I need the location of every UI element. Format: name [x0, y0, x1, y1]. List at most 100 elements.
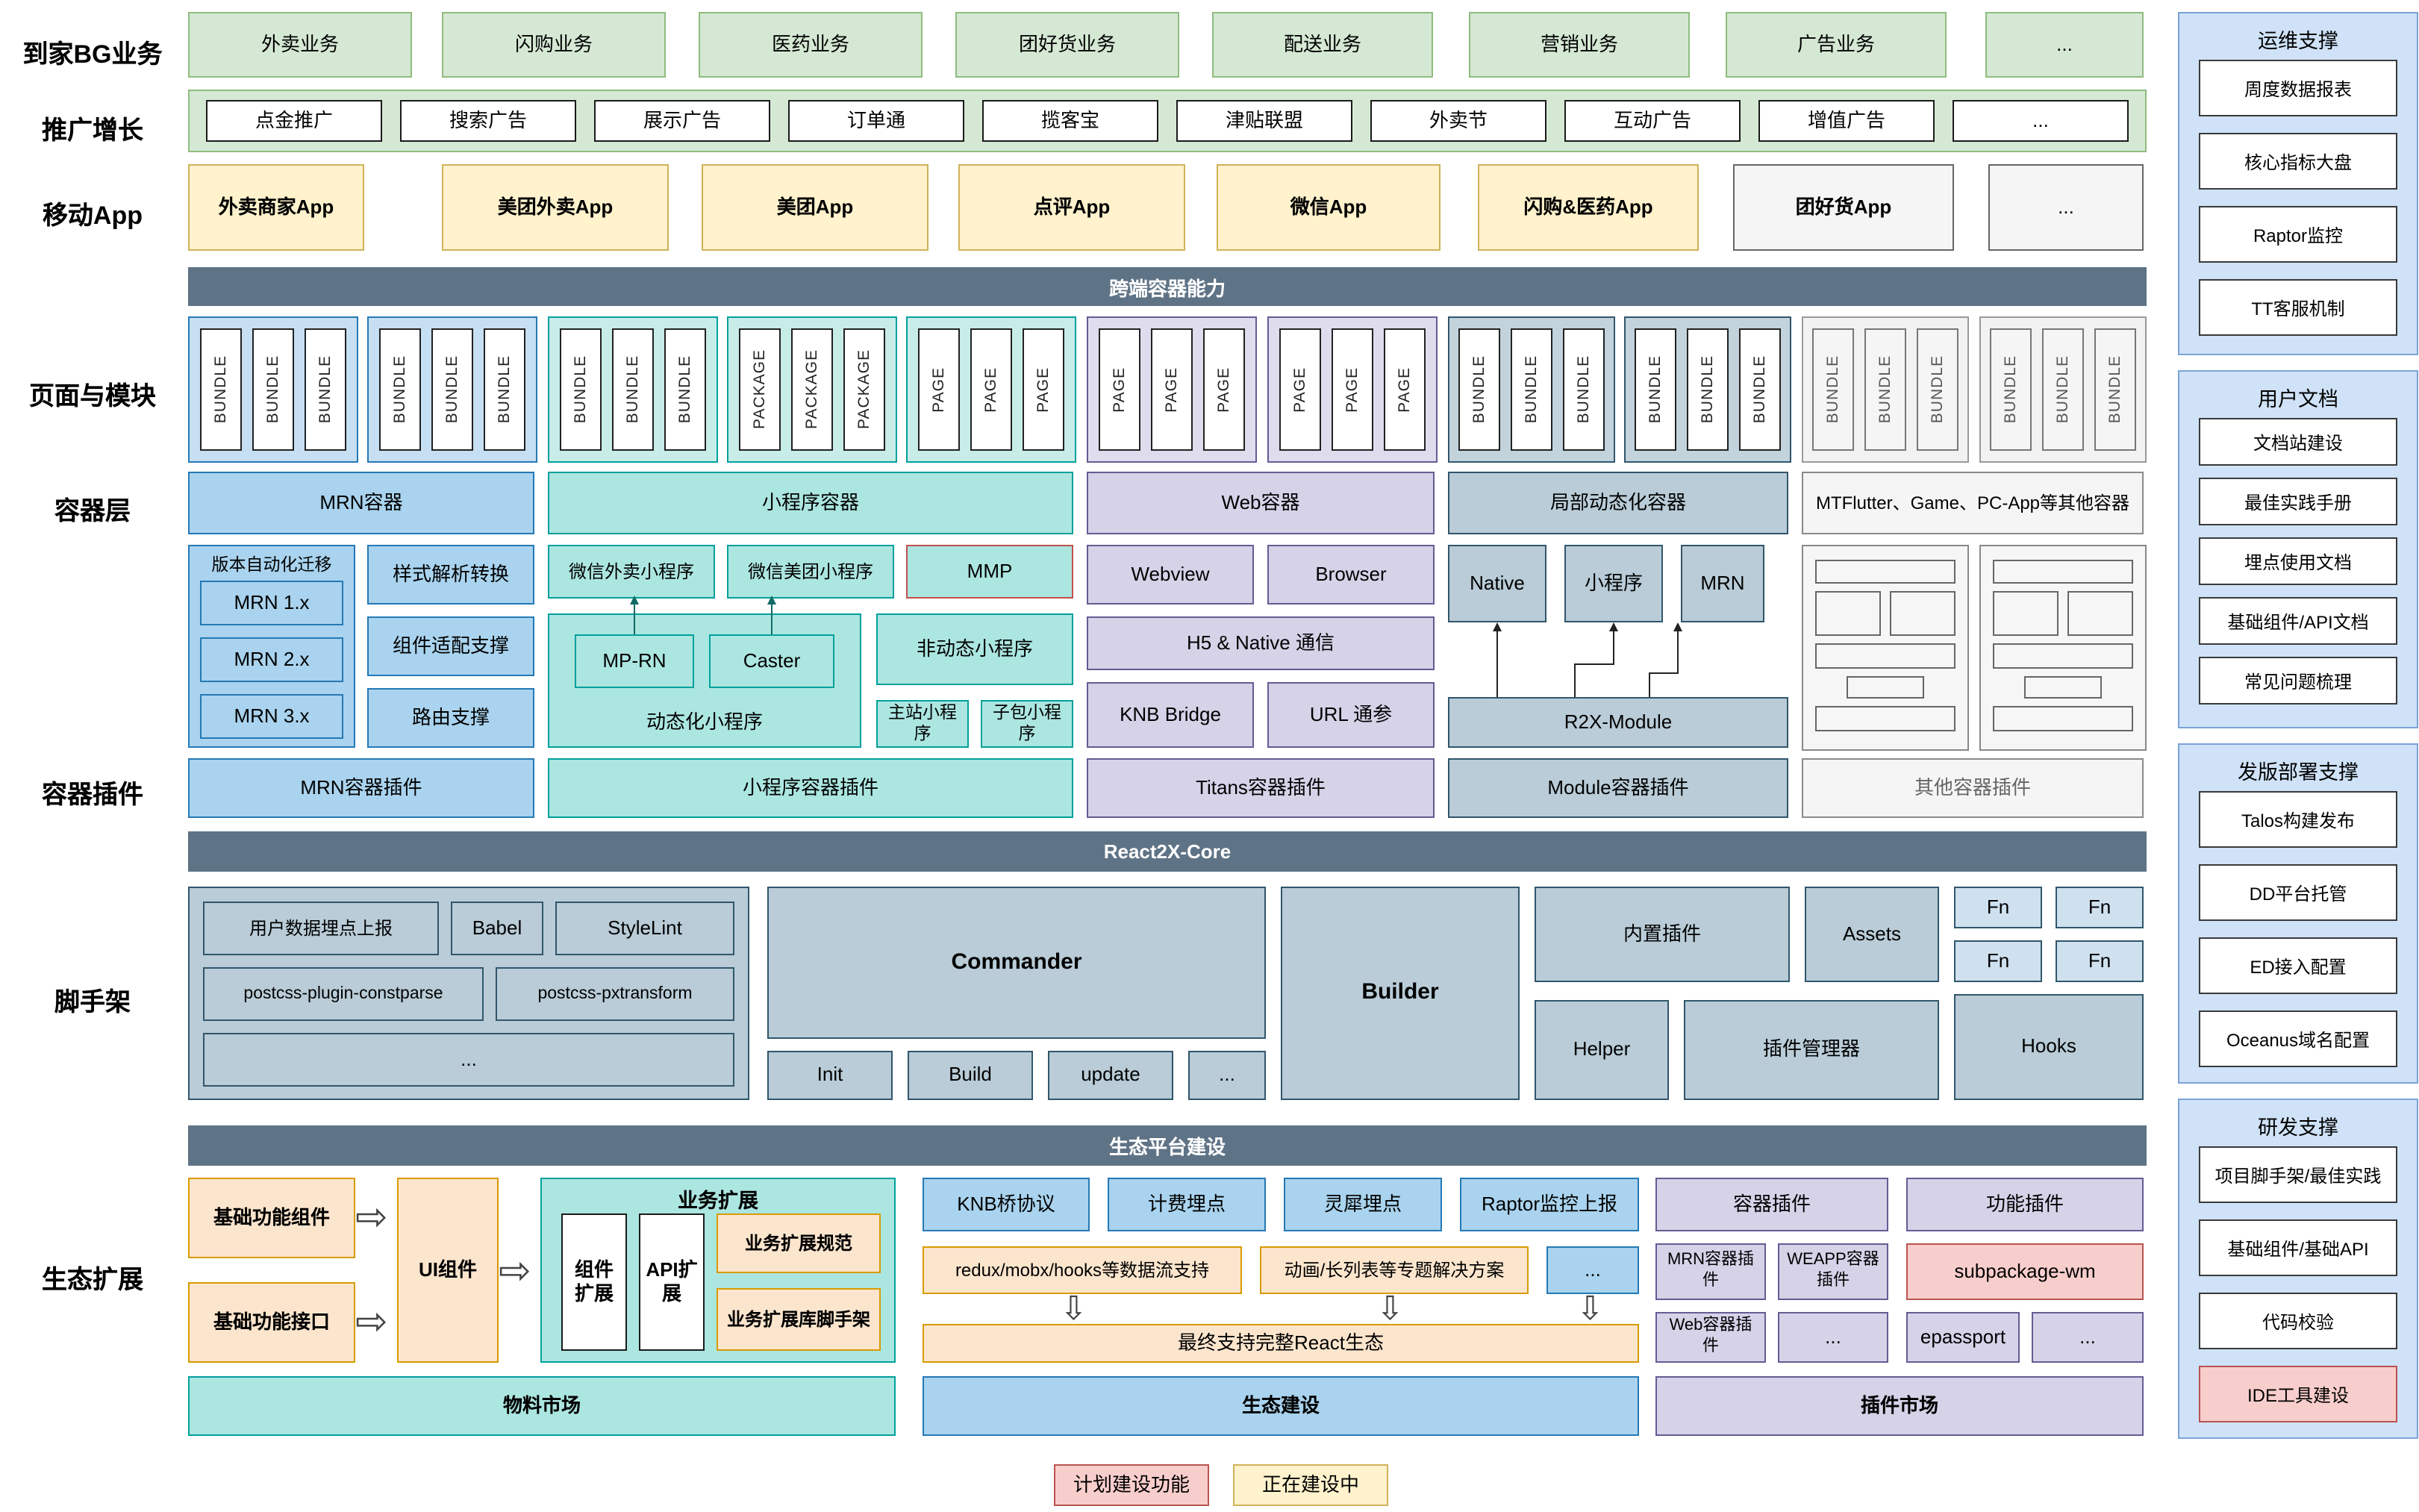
row-label-modules: 页面与模块	[29, 382, 156, 410]
eco-fplug-subpackage: subpackage-wm	[1906, 1243, 2144, 1300]
mp-mmp: MMP	[906, 545, 1073, 599]
eco-base-api: 基础功能接口	[188, 1282, 355, 1363]
module-item: PAGE	[1099, 328, 1140, 451]
module-item: PACKAGE	[791, 328, 833, 451]
eco-ext-title: 业务扩展	[678, 1190, 758, 1212]
mp-caster: Caster	[709, 634, 834, 688]
module-group-dyn-2: BUNDLE BUNDLE BUNDLE	[1624, 316, 1791, 463]
eco-fplug-epassport: epassport	[1906, 1312, 2020, 1363]
module-group-web-1: PAGE PAGE PAGE	[1087, 316, 1257, 463]
module-group-other-2: BUNDLE BUNDLE BUNDLE	[1979, 316, 2147, 463]
scaffold-fn: Fn	[2056, 940, 2144, 982]
module-item: BUNDLE	[379, 328, 421, 451]
module-item: PACKAGE	[843, 328, 885, 451]
module-item: PAGE	[1203, 328, 1245, 451]
panel-item: Raptor监控	[2199, 206, 2397, 263]
eco-raptor: Raptor监控上报	[1460, 1178, 1639, 1231]
scaffold-hooks: Hooks	[1954, 994, 2144, 1100]
scaffold-fn: Fn	[2056, 887, 2144, 928]
row-label-containers: 容器层	[54, 497, 131, 525]
scaffold-babel: Babel	[451, 902, 543, 955]
bar-cross-end-capability: 跨端容器能力	[188, 267, 2147, 306]
container-mrn: MRN容器	[188, 472, 534, 534]
mrn-version: MRN 1.x	[200, 581, 343, 625]
eco-mid-more: ...	[1546, 1246, 1639, 1294]
module-item: BUNDLE	[2042, 328, 2084, 451]
business-box: 营销业务	[1469, 12, 1690, 78]
panel-item: DD平台托管	[2199, 864, 2397, 921]
app-box: 外卖商家App	[188, 164, 364, 251]
app-box-gray: 团好货App	[1733, 164, 1954, 251]
growth-box: 揽客宝	[982, 100, 1158, 142]
module-group-web-2: PAGE PAGE PAGE	[1267, 316, 1438, 463]
module-item: BUNDLE	[431, 328, 473, 451]
module-item: BUNDLE	[1739, 328, 1781, 451]
business-box: 闪购业务	[442, 12, 666, 78]
module-item: BUNDLE	[1511, 328, 1552, 451]
panel-title: 运维支撑	[2258, 30, 2338, 52]
eco-container-plugins-title: 容器插件	[1655, 1178, 1888, 1231]
web-knb-bridge: KNB Bridge	[1087, 682, 1254, 748]
mrn-version: MRN 3.x	[200, 694, 343, 739]
panel-item: 代码校验	[2199, 1293, 2397, 1349]
mp-wx-waimai: 微信外卖小程序	[548, 545, 715, 599]
mp-wx-meituan: 微信美团小程序	[727, 545, 894, 599]
eco-ext-cli: 业务扩展库脚手架	[717, 1288, 881, 1351]
scaffold-postcss-pxtransform: postcss-pxtransform	[496, 967, 734, 1021]
dyn-mrn: MRN	[1681, 545, 1764, 622]
eco-ext-comp: 组件扩展	[561, 1213, 627, 1351]
right-arrow-icon: ⇨	[355, 1299, 388, 1343]
down-arrow-icon: ⇩	[1060, 1290, 1087, 1327]
scaffold-builtin-plugins: 内置插件	[1535, 887, 1790, 982]
scaffold-cmd-build: Build	[908, 1051, 1033, 1100]
panel-ops-support: 运维支撑 周度数据报表 核心指标大盘 Raptor监控 TT客服机制	[2178, 12, 2418, 355]
module-item: BUNDLE	[484, 328, 525, 451]
mrn-support: 组件适配支撑	[367, 616, 534, 676]
dyn-mp: 小程序	[1564, 545, 1663, 622]
module-item: PAGE	[1384, 328, 1426, 451]
web-url-param: URL 通参	[1267, 682, 1435, 748]
right-arrow-icon: ⇨	[355, 1194, 388, 1239]
app-box: 美团App	[702, 164, 928, 251]
eco-ext-api: API扩展	[639, 1213, 705, 1351]
scaffold-more: ...	[203, 1033, 734, 1087]
eco-knb: KNB桥协议	[923, 1178, 1090, 1231]
row-label-plugins: 容器插件	[42, 781, 143, 809]
mp-dynamic-label: 动态化小程序	[646, 710, 763, 733]
mp-nondynamic: 非动态小程序	[876, 613, 1073, 685]
dyn-native: Native	[1448, 545, 1546, 622]
web-browser: Browser	[1267, 545, 1435, 605]
mp-main: 主站小程序	[876, 700, 969, 748]
scaffold-builder: Builder	[1281, 887, 1520, 1100]
eco-cplug-more: ...	[1778, 1312, 1888, 1363]
app-box: 微信App	[1217, 164, 1441, 251]
eco-ui-components: UI组件	[397, 1178, 499, 1363]
bar-eco-platform: 生态平台建设	[188, 1125, 2147, 1166]
market-ecosystem: 生态建设	[923, 1376, 1639, 1436]
app-box: 点评App	[958, 164, 1185, 251]
module-item: BUNDLE	[2094, 328, 2136, 451]
eco-cplug-web: Web容器插件	[1655, 1312, 1766, 1363]
module-item: PAGE	[1332, 328, 1373, 451]
business-box: 团好货业务	[955, 12, 1179, 78]
container-mp: 小程序容器	[548, 472, 1073, 534]
panel-item-planned: IDE工具建设	[2199, 1366, 2397, 1422]
plugin-mrn: MRN容器插件	[188, 758, 534, 818]
mrn-support: 样式解析转换	[367, 545, 534, 605]
module-item: BUNDLE	[1917, 328, 1958, 451]
module-item: BUNDLE	[1864, 328, 1906, 451]
mp-sub: 子包小程序	[981, 700, 1073, 748]
market-plugins: 插件市场	[1655, 1376, 2144, 1436]
eco-dataflow: redux/mobx/hooks等数据流支持	[923, 1246, 1242, 1294]
dyn-r2x-module: R2X-Module	[1448, 697, 1788, 748]
module-group-mp-1: BUNDLE BUNDLE BUNDLE	[548, 316, 718, 463]
growth-box: 津贴联盟	[1176, 100, 1352, 142]
module-item: PACKAGE	[739, 328, 781, 451]
row-label-growth: 推广增长	[42, 116, 143, 145]
mrn-support: 路由支撑	[367, 688, 534, 748]
panel-dev-support: 研发支撑 项目脚手架/最佳实践 基础组件/基础API 代码校验 IDE工具建设	[2178, 1099, 2418, 1439]
panel-item: 项目脚手架/最佳实践	[2199, 1146, 2397, 1203]
eco-cplug-weapp: WEAPP容器插件	[1778, 1243, 1888, 1300]
module-group-dyn-1: BUNDLE BUNDLE BUNDLE	[1448, 316, 1615, 463]
